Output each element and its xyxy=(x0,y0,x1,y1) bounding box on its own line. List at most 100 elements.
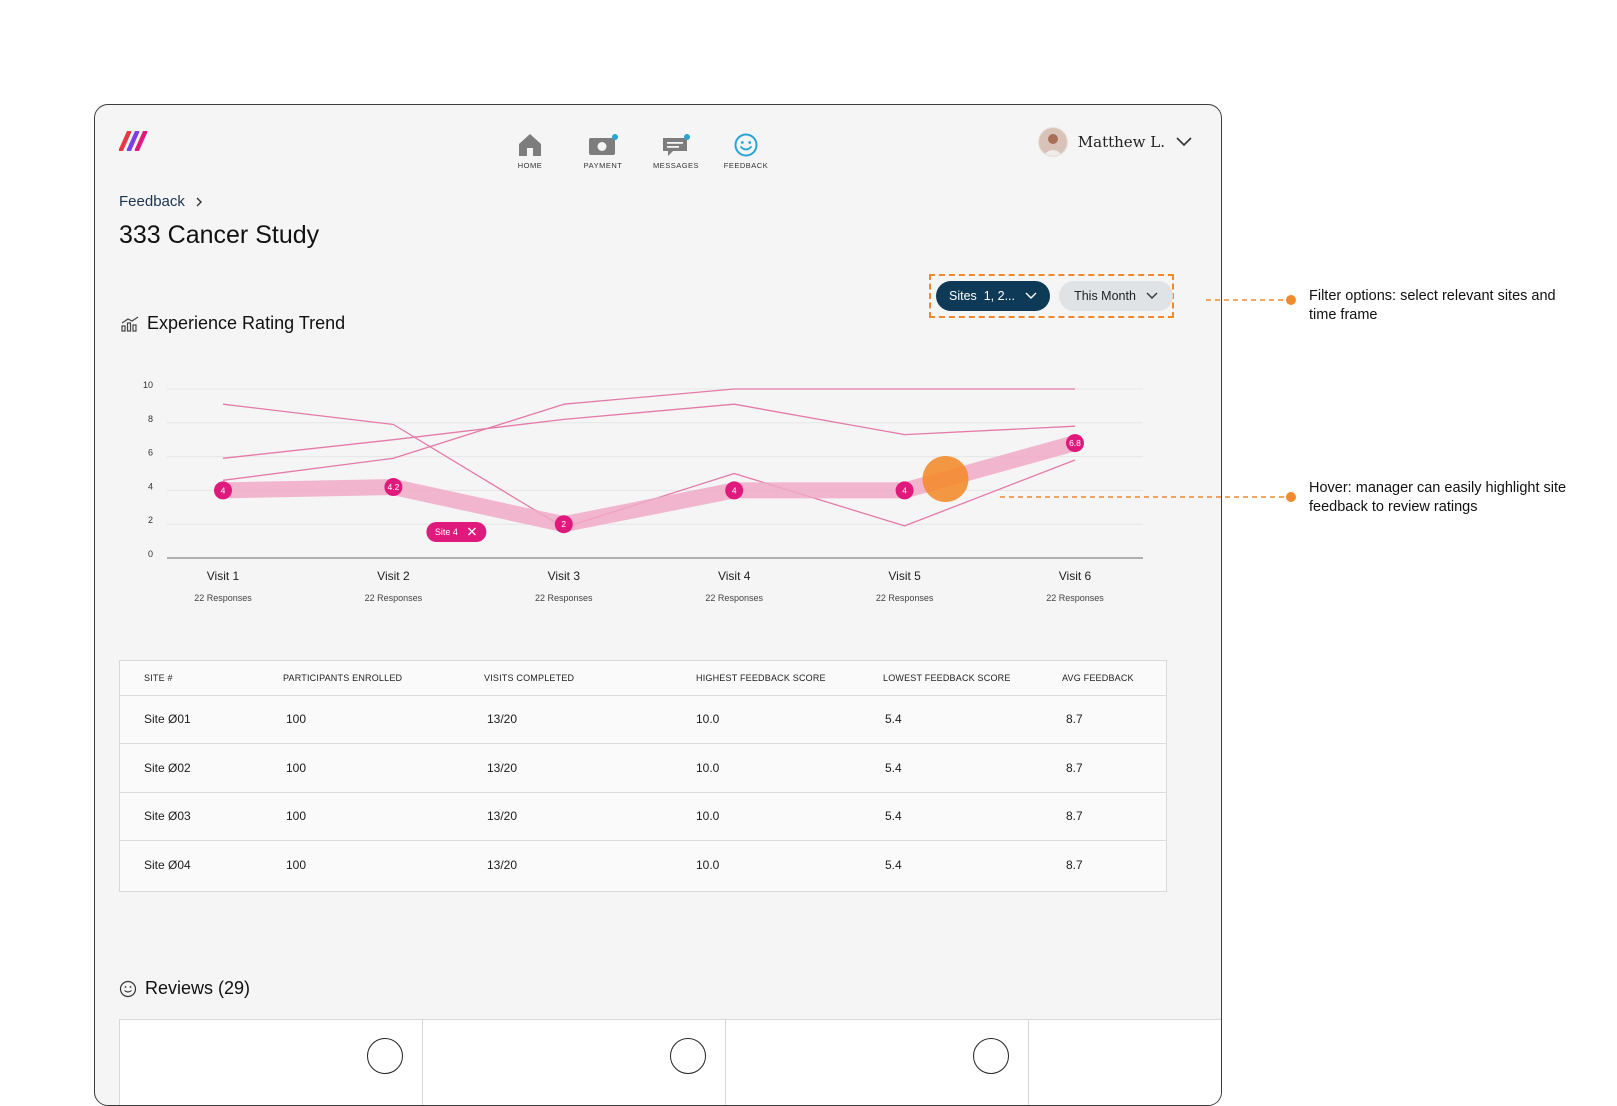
top-nav: HOME PAYMENT MESSAGES xyxy=(95,133,1221,183)
y-tick-label: 4 xyxy=(148,481,153,491)
table-cell: 5.4 xyxy=(885,857,902,872)
column-header: HIGHEST FEEDBACK SCORE xyxy=(696,673,826,683)
time-filter-label: This Month xyxy=(1074,289,1136,303)
x-category-label: Visit 2 xyxy=(377,569,410,583)
reviews-heading: Reviews (29) xyxy=(119,978,250,999)
series-line-2 xyxy=(222,403,1076,459)
breadcrumb-feedback-link[interactable]: Feedback xyxy=(119,193,185,210)
breadcrumb: Feedback xyxy=(119,193,203,210)
user-name: Matthew L. xyxy=(1077,133,1165,151)
table-row[interactable]: Site Ø03 100 13/20 10.0 5.4 8.7 xyxy=(120,792,1166,841)
x-category-label: Visit 4 xyxy=(718,569,751,583)
table-cell: Site Ø03 xyxy=(144,809,191,823)
reviewer-avatar xyxy=(367,1038,403,1074)
smiley-icon xyxy=(119,980,137,997)
table-row[interactable]: Site Ø02 100 13/20 10.0 5.4 8.7 xyxy=(120,744,1166,793)
data-label: 4.2 xyxy=(387,482,399,492)
y-tick-label: 8 xyxy=(148,414,153,424)
avatar xyxy=(1037,127,1068,157)
table-cell: 10.0 xyxy=(696,712,720,726)
table-cell: Site Ø02 xyxy=(144,760,191,775)
series-tooltip-label: Site 4 xyxy=(435,527,458,537)
table-row[interactable]: Site Ø01 100 13/20 10.0 5.4 8.7 xyxy=(120,695,1166,744)
table-cell: 8.7 xyxy=(1066,760,1083,775)
x-response-count: 22 Responses xyxy=(876,593,934,603)
x-category-label: Visit 1 xyxy=(207,569,240,583)
x-response-count: 22 Responses xyxy=(194,593,252,603)
data-label: 4 xyxy=(221,485,226,495)
table-cell: 8.7 xyxy=(1066,712,1083,726)
section-title: Experience Rating Trend xyxy=(147,313,346,333)
column-header: LOWEST FEEDBACK SCORE xyxy=(883,673,1011,683)
chevron-down-icon xyxy=(1176,137,1192,147)
nav-messages[interactable]: MESSAGES xyxy=(636,133,716,170)
table-cell: 13/20 xyxy=(487,857,518,872)
messages-icon xyxy=(663,134,690,156)
hover-connector-dot xyxy=(1286,492,1296,502)
table-cell: 5.4 xyxy=(885,712,902,726)
chevron-right-icon xyxy=(196,197,202,206)
close-icon xyxy=(467,527,476,536)
table-cell: 100 xyxy=(286,809,307,823)
table-cell: 10.0 xyxy=(696,809,720,823)
sites-filter-label: Sites 1, 2... xyxy=(948,289,1015,303)
table-cell: 8.7 xyxy=(1066,857,1083,872)
table-row[interactable]: Site Ø04 100 13/20 10.0 5.4 8.7 xyxy=(120,841,1166,889)
time-filter-dropdown[interactable]: This Month xyxy=(1059,281,1173,311)
data-point xyxy=(214,481,232,500)
data-point xyxy=(725,481,744,500)
reviews-title: Reviews (29) xyxy=(145,978,251,998)
data-point xyxy=(1066,434,1084,453)
table-cell: 100 xyxy=(286,712,307,726)
table-cell: 100 xyxy=(286,857,307,872)
nav-home[interactable]: HOME xyxy=(490,133,570,170)
nav-home-label: HOME xyxy=(517,161,543,170)
table-cell: 10.0 xyxy=(696,857,720,872)
filter-connector-dot xyxy=(1286,295,1296,305)
table-cell: 10.0 xyxy=(696,760,720,775)
page-title: 333 Cancer Study xyxy=(119,221,320,249)
series-tooltip xyxy=(426,522,487,542)
home-icon xyxy=(519,134,541,156)
x-category-label: Visit 3 xyxy=(548,569,581,583)
hover-annotation: Hover: manager can easily highlight site… xyxy=(1309,480,1567,515)
data-label: 6.8 xyxy=(1069,438,1081,448)
rating-trend-chart: 4 4.2 2 4 4 6.8 Site 4 0 2 4 6 8 10 Visit 1 22 Respon… xyxy=(143,380,1143,603)
table-cell: Site Ø04 xyxy=(144,857,191,872)
x-response-count: 22 Responses xyxy=(1046,593,1104,603)
table-cell: 5.4 xyxy=(885,809,902,823)
y-tick-label: 2 xyxy=(148,515,153,525)
hover-indicator xyxy=(922,456,969,503)
filter-group: Sites 1, 2... This Month xyxy=(929,274,1174,318)
x-category-label: Visit 6 xyxy=(1059,569,1092,583)
filter-annotation: Filter options: select relevant sites an… xyxy=(1309,288,1556,323)
x-response-count: 22 Responses xyxy=(705,593,763,603)
table-cell: 13/20 xyxy=(487,712,518,726)
table-cell: 5.4 xyxy=(885,760,902,775)
nav-feedback[interactable]: FEEDBACK xyxy=(706,133,786,170)
chevron-down-icon xyxy=(1146,292,1158,299)
data-point xyxy=(384,478,403,497)
section-heading: Experience Rating Trend xyxy=(121,313,345,334)
reviewer-avatar xyxy=(670,1038,706,1074)
nav-payment[interactable]: PAYMENT xyxy=(563,133,643,170)
user-menu[interactable]: Matthew L. xyxy=(1037,127,1193,157)
table-cell: 13/20 xyxy=(487,809,518,823)
nav-messages-label: MESSAGES xyxy=(652,161,700,170)
series-line-3 xyxy=(222,388,1075,481)
table-cell: Site Ø01 xyxy=(144,712,191,726)
reviewer-avatar xyxy=(973,1038,1009,1074)
smiley-icon xyxy=(734,133,758,157)
data-point xyxy=(895,481,914,500)
y-tick-label: 0 xyxy=(148,549,153,559)
data-label: 4 xyxy=(732,485,737,495)
payment-icon xyxy=(589,134,618,155)
table-cell: 8.7 xyxy=(1066,809,1083,823)
nav-feedback-label: FEEDBACK xyxy=(723,161,769,170)
trend-chart-icon xyxy=(121,316,139,332)
column-header: VISITS COMPLETED xyxy=(484,673,575,683)
table-header: SITE # PARTICIPANTS ENROLLED VISITS COMPLE… xyxy=(120,661,1166,696)
brand-logo xyxy=(119,131,148,151)
column-header: SITE # xyxy=(144,673,173,683)
sites-filter-dropdown[interactable]: Sites 1, 2... xyxy=(936,281,1050,311)
